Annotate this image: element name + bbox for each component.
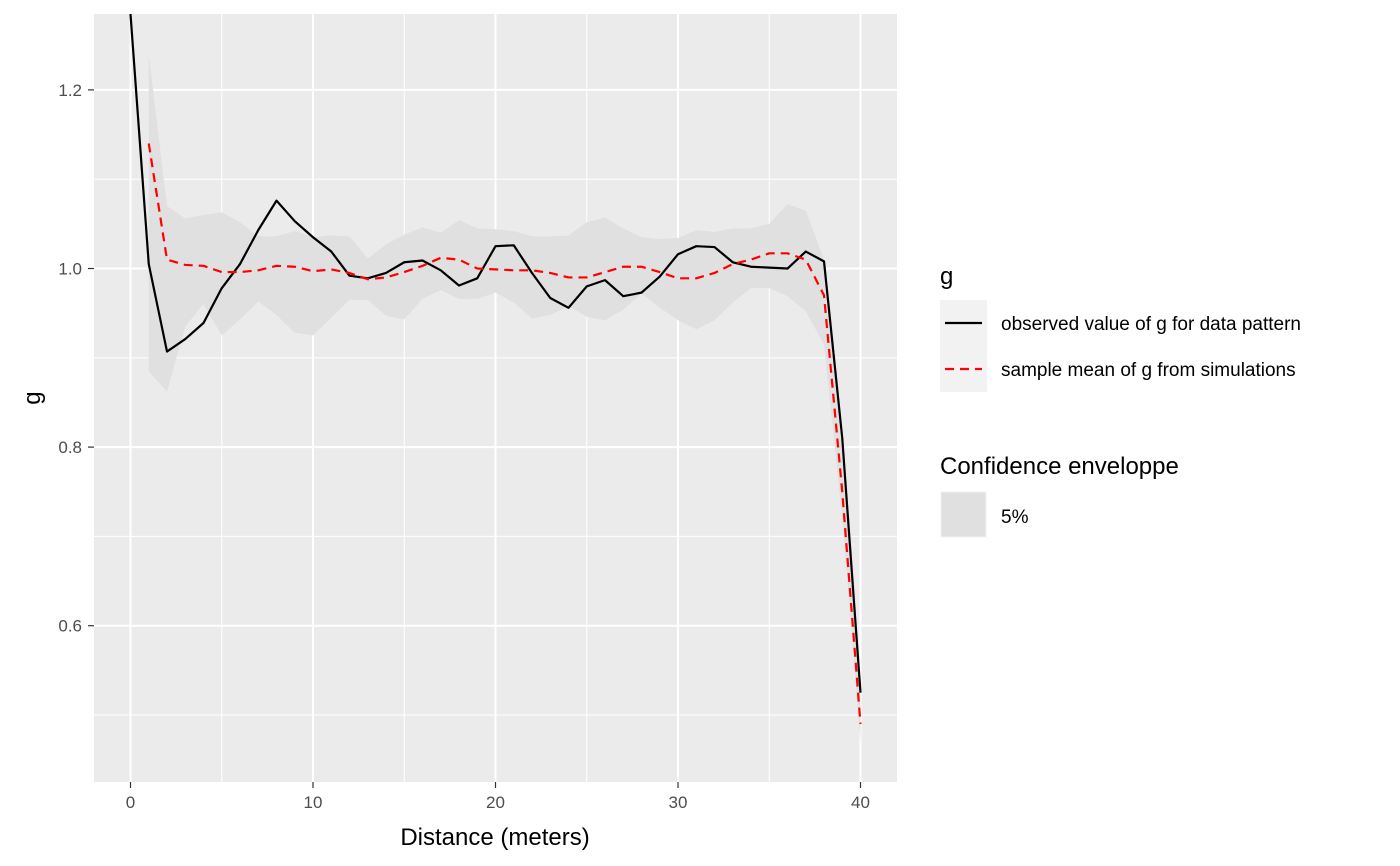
x-axis-title: Distance (meters) bbox=[400, 824, 589, 851]
y-tick-label: 1.0 bbox=[58, 260, 82, 279]
x-tick-label: 10 bbox=[304, 793, 323, 812]
legend-title-envelope: Confidence enveloppe bbox=[940, 453, 1179, 480]
y-tick-label: 1.2 bbox=[58, 81, 82, 100]
legend-label-mean: sample mean of g from simulations bbox=[1001, 360, 1296, 381]
series-line-sample-mean bbox=[147, 143, 862, 725]
x-tick-label: 30 bbox=[669, 793, 688, 812]
legend-title-lines: g bbox=[940, 263, 953, 290]
legend-label-envelope: 5% bbox=[1001, 507, 1029, 528]
legend: g observed value of g for data pattern s… bbox=[940, 263, 1301, 538]
series-line-observed bbox=[129, 14, 862, 693]
legend-key-envelope bbox=[940, 491, 987, 538]
axis-ticks: 0 10 20 30 40 0.6 0.8 1.0 1.2 bbox=[58, 81, 870, 812]
x-tick-label: 0 bbox=[126, 793, 135, 812]
y-tick-label: 0.8 bbox=[58, 438, 82, 457]
x-tick-label: 40 bbox=[851, 793, 870, 812]
y-tick-label: 0.6 bbox=[58, 617, 82, 636]
x-tick-label: 20 bbox=[486, 793, 505, 812]
series-layer bbox=[129, 14, 862, 725]
y-axis-title: g bbox=[19, 391, 46, 404]
legend-label-observed: observed value of g for data pattern bbox=[1001, 314, 1301, 335]
